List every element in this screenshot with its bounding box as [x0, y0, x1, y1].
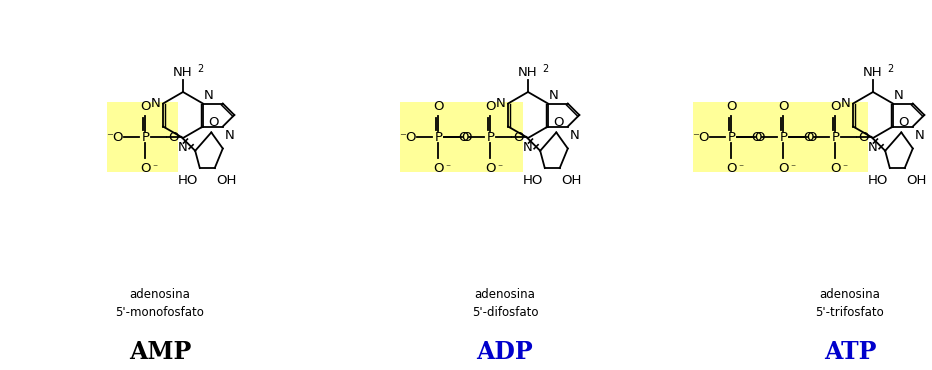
Text: N: N [549, 88, 558, 101]
Text: P: P [142, 131, 149, 144]
Text: ⁻: ⁻ [790, 164, 796, 174]
Text: N: N [915, 128, 925, 141]
Text: O: O [726, 100, 736, 113]
Text: AMP: AMP [129, 340, 191, 364]
Text: P: P [434, 131, 443, 144]
Text: O: O [140, 162, 151, 175]
Text: adenosina: adenosina [130, 288, 190, 301]
Bar [107, 102, 178, 172]
Text: OH: OH [907, 174, 927, 187]
Text: O: O [461, 131, 472, 144]
Text: NH: NH [863, 66, 883, 79]
Text: 5'-monofosfato: 5'-monofosfato [116, 306, 204, 319]
Text: N: N [204, 88, 213, 101]
Text: O: O [830, 162, 841, 175]
Text: O: O [778, 162, 788, 175]
Text: O: O [140, 100, 151, 113]
Text: P: P [727, 131, 735, 144]
Text: N: N [841, 97, 850, 110]
Text: 2: 2 [197, 64, 203, 74]
Text: NH: NH [518, 66, 538, 79]
Text: N: N [495, 97, 505, 110]
Text: O: O [168, 131, 178, 144]
Text: O: O [486, 100, 496, 113]
Text: 2: 2 [542, 64, 548, 74]
Text: O: O [433, 100, 444, 113]
Text: OH: OH [562, 174, 582, 187]
Text: HO: HO [868, 174, 888, 187]
Text: O: O [806, 131, 816, 144]
Text: 5'-difosfato: 5'-difosfato [472, 306, 539, 319]
Text: N: N [225, 128, 235, 141]
Text: P: P [487, 131, 494, 144]
Text: O: O [513, 131, 524, 144]
Text: O: O [898, 117, 909, 130]
Text: N: N [150, 97, 160, 110]
Text: P: P [831, 131, 840, 144]
Text: ATP: ATP [824, 340, 876, 364]
Text: O: O [857, 131, 869, 144]
Text: O: O [754, 131, 764, 144]
Text: N: N [868, 141, 878, 154]
Text: N: N [569, 128, 580, 141]
Text: ⁻: ⁻ [153, 164, 158, 174]
Text: adenosina: adenosina [474, 288, 536, 301]
Text: ADP: ADP [476, 340, 533, 364]
Text: NH: NH [173, 66, 193, 79]
Text: O: O [458, 131, 469, 144]
Text: O: O [433, 162, 444, 175]
Text: ⁻O: ⁻O [399, 131, 417, 144]
Text: ⁻: ⁻ [445, 164, 450, 174]
Text: O: O [778, 100, 788, 113]
Text: HO: HO [177, 174, 198, 187]
Text: N: N [894, 88, 904, 101]
Bar [401, 102, 524, 172]
Text: adenosina: adenosina [819, 288, 881, 301]
Text: ⁻O: ⁻O [692, 131, 709, 144]
Text: O: O [486, 162, 496, 175]
Text: O: O [751, 131, 761, 144]
Text: 5'-trifosfato: 5'-trifosfato [816, 306, 884, 319]
Text: ⁻: ⁻ [843, 164, 847, 174]
Text: 2: 2 [887, 64, 893, 74]
Text: O: O [726, 162, 736, 175]
Text: ⁻: ⁻ [498, 164, 502, 174]
Text: O: O [830, 100, 841, 113]
Text: O: O [553, 117, 564, 130]
Text: N: N [178, 141, 188, 154]
Text: N: N [523, 141, 533, 154]
Text: ⁻O: ⁻O [106, 131, 123, 144]
Text: O: O [208, 117, 218, 130]
Text: ⁻: ⁻ [738, 164, 744, 174]
Bar [693, 102, 869, 172]
Text: OH: OH [217, 174, 237, 187]
Text: HO: HO [523, 174, 542, 187]
Text: P: P [779, 131, 788, 144]
Text: O: O [802, 131, 814, 144]
